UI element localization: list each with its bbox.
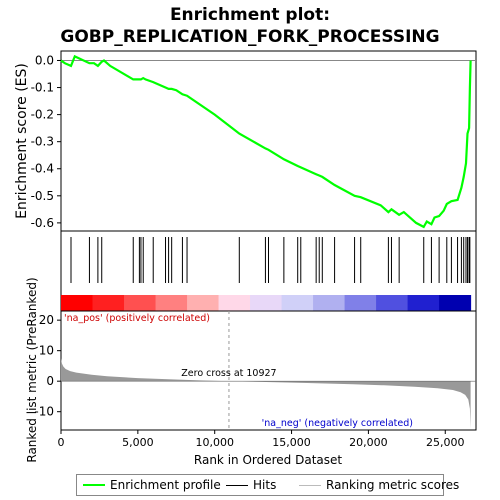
- x-tick-label: 25,000: [426, 436, 465, 449]
- heatmap-segment: [344, 295, 377, 311]
- metric-y-tick-label: 0: [46, 374, 54, 388]
- es-y-tick-label: -0.3: [31, 135, 54, 149]
- zero-cross-label: Zero cross at 10927: [181, 368, 276, 379]
- es-y-axis-label: Enrichment score (ES): [14, 63, 30, 219]
- metric-y-tick-label: -10: [34, 405, 54, 419]
- heatmap-segment: [124, 295, 157, 311]
- metric-panel-frame: [60, 310, 477, 431]
- heatmap-segment: [376, 295, 409, 311]
- heatmap-segment: [281, 295, 314, 311]
- hits-panel: [60, 230, 477, 312]
- positive-correlation-label: 'na_pos' (positively correlated): [64, 313, 210, 324]
- heatmap-segment: [61, 295, 94, 311]
- es-profile-line: [60, 54, 472, 229]
- legend-label-hits: Hits: [253, 478, 277, 492]
- heatmap-segment: [250, 295, 283, 311]
- legend-label-enrichment-profile: Enrichment profile: [110, 478, 221, 492]
- x-tick-label: 5,000: [122, 436, 154, 449]
- metric-y-tick-label: 20: [39, 313, 54, 327]
- heatmap-segment: [218, 295, 251, 311]
- negative-correlation-label: 'na_neg' (negatively correlated): [262, 418, 413, 429]
- legend-swatch-enrichment-profile: [83, 484, 105, 486]
- x-tick-label: 15,000: [272, 436, 311, 449]
- chart-legend: Enrichment profile Hits Ranking metric s…: [76, 474, 459, 496]
- legend-swatch-ranking-metric-scores: [299, 484, 321, 486]
- heatmap-segment: [187, 295, 220, 311]
- legend-swatch-hits: [226, 484, 248, 486]
- es-panel-frame: [60, 50, 477, 232]
- legend-item-ranking-metric-scores: Ranking metric scores: [299, 478, 459, 492]
- es-y-ticks: 0.0 -0.1 -0.2 -0.3 -0.4 -0.5 -0.6: [31, 53, 61, 230]
- heatmap-segment: [439, 295, 472, 311]
- es-y-tick-label: -0.5: [31, 189, 54, 203]
- chart-title-line2: GOBP_REPLICATION_FORK_PROCESSING: [60, 27, 439, 47]
- x-tick-label: 10,000: [195, 436, 234, 449]
- legend-label-ranking-metric-scores: Ranking metric scores: [326, 478, 460, 492]
- es-y-tick-label: -0.6: [31, 216, 54, 230]
- legend-item-enrichment-profile: Enrichment profile: [83, 478, 221, 492]
- es-y-tick-label: 0.0: [35, 53, 54, 67]
- hit-marks: [70, 237, 471, 283]
- heatmap-segment: [92, 295, 125, 311]
- metric-panel: Zero cross at 10927 'na_pos' (positively…: [25, 277, 477, 463]
- metric-y-axis-label: Ranked list metric (PreRanked): [25, 277, 39, 462]
- es-y-tick-label: -0.1: [31, 81, 54, 95]
- heatmap-segment: [313, 295, 346, 311]
- heatmap-segment: [155, 295, 188, 311]
- chart-title-line1: Enrichment plot:: [170, 5, 330, 25]
- x-axis-ticks: 0 5,000 10,000 15,000 20,000 25,000: [58, 430, 465, 449]
- es-y-tick-label: -0.4: [31, 162, 54, 176]
- x-tick-label: 20,000: [349, 436, 388, 449]
- legend-item-hits: Hits: [226, 478, 276, 492]
- metric-y-tick-label: 10: [39, 344, 54, 358]
- es-panel: 0.0 -0.1 -0.2 -0.3 -0.4 -0.5 -0.6 Enrichment s…: [14, 50, 477, 232]
- x-axis-label: Rank in Ordered Dataset: [194, 453, 342, 467]
- ranking-heatmap-bar: [61, 295, 472, 311]
- x-tick-label: 0: [58, 436, 65, 449]
- heatmap-segment: [407, 295, 440, 311]
- es-y-tick-label: -0.2: [31, 108, 54, 122]
- metric-y-ticks: 20 10 0 -10: [34, 313, 61, 419]
